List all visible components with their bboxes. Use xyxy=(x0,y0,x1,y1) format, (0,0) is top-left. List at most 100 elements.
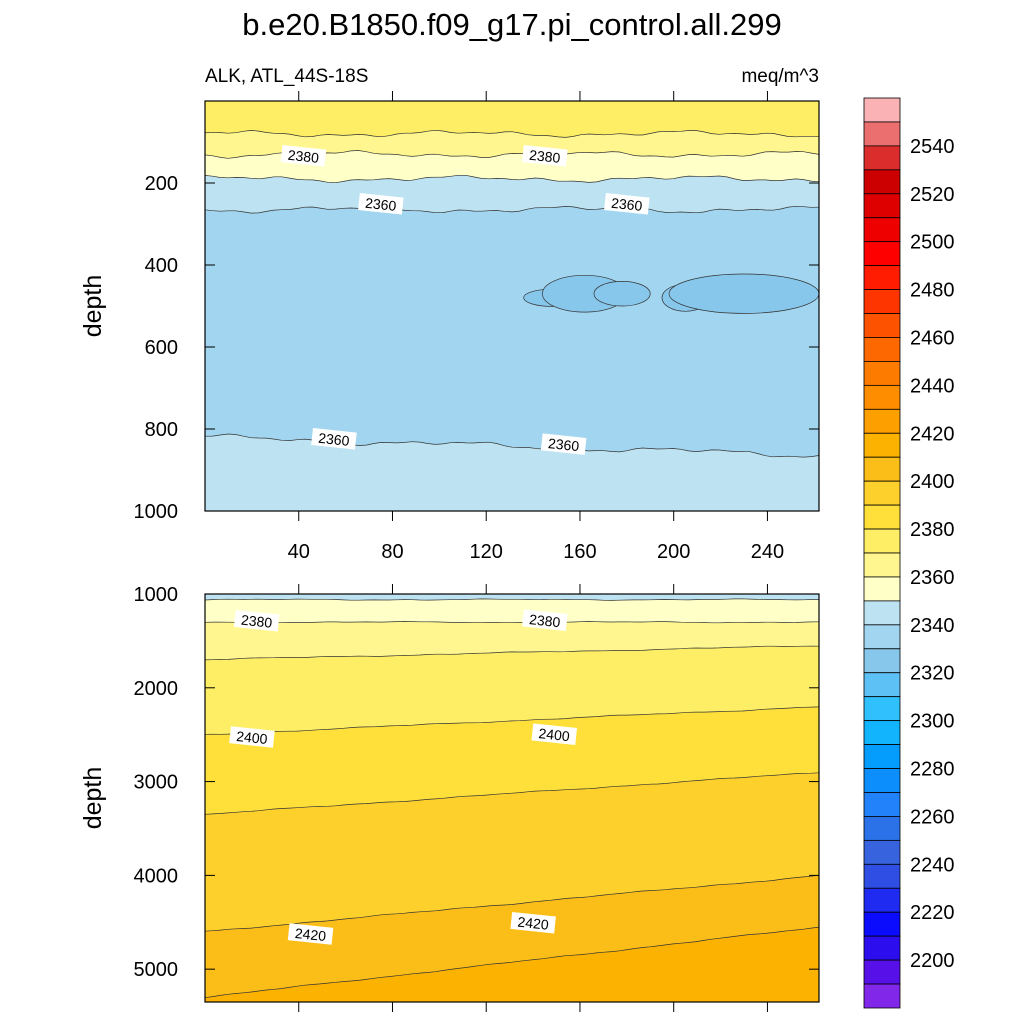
x-tick-label: 120 xyxy=(470,541,503,563)
upper-panel: 2380 2380 2360 2360 2360 2360 depth 200 400 600… xyxy=(79,91,820,563)
subtitle-left: ALK, ATL_44S-18S xyxy=(205,66,368,87)
contour-label-box xyxy=(287,923,334,945)
contour-label-text: 2420 xyxy=(517,914,550,933)
contour-label: 2380 xyxy=(522,145,568,167)
contour-label-text: 2380 xyxy=(528,611,561,630)
colorbar-box xyxy=(863,337,901,362)
contour-band xyxy=(205,175,819,214)
contour-label: 2360 xyxy=(311,428,357,450)
chart-title: b.e20.B1850.f09_g17.pi_control.all.299 xyxy=(242,7,782,42)
colorbar-label: 2460 xyxy=(910,328,955,350)
colorbar-box xyxy=(863,145,901,171)
lower-y-axis-label: depth xyxy=(79,767,107,830)
colorbar-box xyxy=(863,720,901,745)
contour-label: 2420 xyxy=(287,923,334,945)
lower-panel: 2380 2380 2400 2400 2420 2420 depth 1000 2000 3… xyxy=(79,584,820,1012)
contour-label: 2380 xyxy=(522,609,568,631)
colorbar-box xyxy=(863,696,901,722)
contour-label-box xyxy=(280,145,327,167)
contour-line xyxy=(205,433,819,458)
colorbar: 2540 2520 2500 2480 2460 2440 2420 2400 2380 2360… xyxy=(863,97,955,1009)
colorbar-box xyxy=(863,313,901,338)
contour-band xyxy=(205,598,819,623)
colorbar-box xyxy=(863,648,901,674)
contour-label-text: 2380 xyxy=(287,147,320,166)
upper-contour-fill xyxy=(205,101,819,511)
colorbar-label: 2380 xyxy=(910,519,955,541)
upper-x-tick-labels: 40 80 120 160 200 240 xyxy=(288,541,785,563)
lower-axis-ticks xyxy=(205,584,819,1012)
colorbar-label: 2540 xyxy=(910,136,955,158)
colorbar-label: 2280 xyxy=(910,759,955,781)
contour-label-box xyxy=(522,145,568,167)
x-tick-label: 160 xyxy=(563,541,596,563)
colorbar-box xyxy=(863,768,901,793)
colorbar-box xyxy=(863,217,901,243)
colorbar-box xyxy=(863,911,901,937)
colorbar-label: 2320 xyxy=(910,663,955,685)
contour-label-text: 2400 xyxy=(538,725,571,744)
x-tick-label: 200 xyxy=(657,541,690,563)
colorbar-box xyxy=(863,432,901,458)
colorbar-label: 2260 xyxy=(910,806,955,828)
lower-plot-frame xyxy=(204,593,820,1003)
contour-line xyxy=(205,772,819,815)
colorbar-box xyxy=(863,504,901,530)
y-tick-label: 5000 xyxy=(134,959,179,981)
contour-label: 2400 xyxy=(229,726,275,748)
colorbar-box xyxy=(863,672,901,698)
colorbar-label: 2400 xyxy=(910,471,955,493)
colorbar-boxes xyxy=(863,97,901,1009)
contour-label-box xyxy=(510,911,556,934)
contour-band xyxy=(205,150,819,183)
colorbar-box xyxy=(863,528,901,554)
contour-band xyxy=(205,646,819,735)
x-tick-label: 40 xyxy=(288,541,310,563)
contour-label-text: 2380 xyxy=(528,147,561,166)
contour-label: 2360 xyxy=(540,433,587,455)
y-tick-label: 1000 xyxy=(134,584,179,606)
contour-label-box xyxy=(229,726,275,748)
contour-band xyxy=(205,101,819,138)
contour-label-text: 2420 xyxy=(294,925,327,944)
contour-label: 2380 xyxy=(280,145,327,167)
lower-contour-fill xyxy=(205,594,819,1002)
colorbar-label: 2200 xyxy=(910,950,955,972)
y-tick-label: 2000 xyxy=(134,678,179,700)
contour-label-text: 2400 xyxy=(236,728,269,747)
y-tick-label: 200 xyxy=(145,173,178,195)
lower-contour-labels: 2380 2380 2400 2400 2420 2420 xyxy=(229,609,578,945)
contour-line xyxy=(205,645,819,661)
contour-label: 2360 xyxy=(358,193,404,215)
colorbar-box xyxy=(863,959,901,985)
contour-band xyxy=(205,875,819,998)
colorbar-label: 2520 xyxy=(910,184,955,206)
contour-label-box xyxy=(540,433,587,455)
colorbar-box xyxy=(863,863,901,889)
colorbar-box xyxy=(863,600,901,626)
colorbar-label: 2440 xyxy=(910,375,955,397)
y-tick-label: 1000 xyxy=(134,501,179,523)
colorbar-box xyxy=(863,456,901,482)
contour-line xyxy=(205,598,819,601)
contour-band xyxy=(205,594,819,601)
y-tick-label: 600 xyxy=(145,337,178,359)
y-tick-label: 3000 xyxy=(134,772,179,794)
contour-label-box xyxy=(358,193,404,215)
upper-contour-lines xyxy=(205,129,819,458)
lower-contour-lines xyxy=(205,598,819,999)
colorbar-label: 2220 xyxy=(910,902,955,924)
colorbar-box xyxy=(863,169,901,195)
contour-patch xyxy=(593,281,651,307)
colorbar-box xyxy=(863,97,901,123)
colorbar-box xyxy=(863,384,901,410)
upper-y-tick-labels: 200 400 600 800 1000 xyxy=(134,173,179,523)
upper-axis-ticks xyxy=(205,91,819,521)
colorbar-label: 2480 xyxy=(910,280,955,302)
contour-band xyxy=(205,206,819,458)
upper-y-axis-label: depth xyxy=(79,275,107,338)
colorbar-box xyxy=(863,839,901,865)
contour-line xyxy=(205,706,819,735)
colorbar-box xyxy=(863,480,901,506)
